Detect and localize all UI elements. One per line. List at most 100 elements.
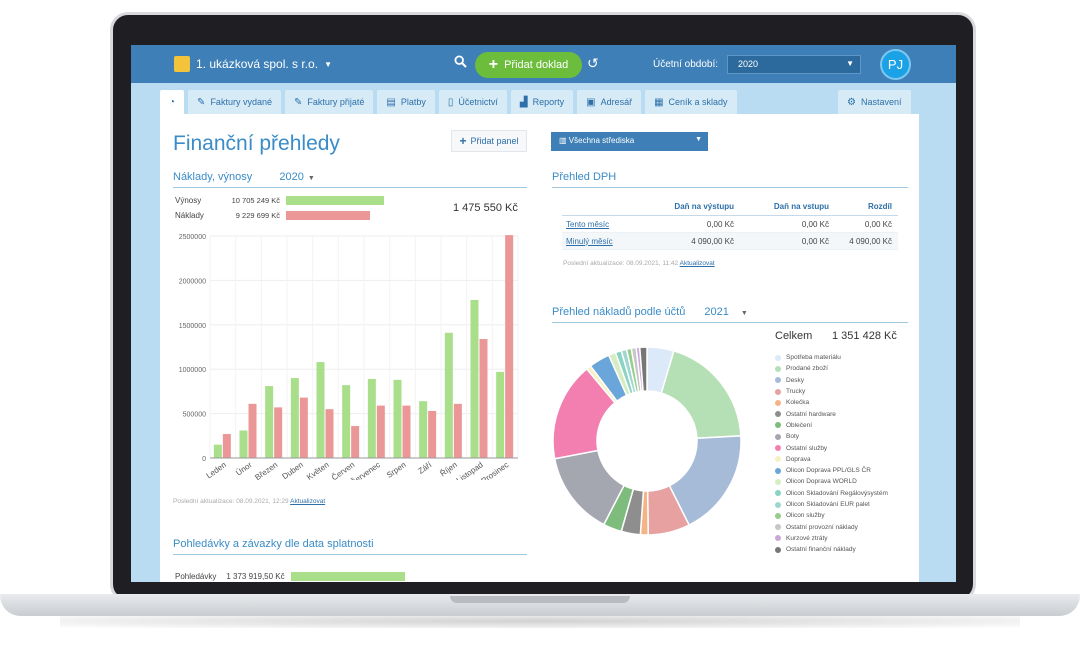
- tab-label: Faktury vydané: [210, 97, 272, 107]
- legend-dot: [775, 433, 781, 440]
- avatar[interactable]: PJ: [880, 49, 911, 80]
- legend-label: Olicon Skladování Regálovýsystém: [786, 489, 888, 497]
- revenue-label: Výnosy: [175, 196, 202, 205]
- vat-col-diff: Rozdíl: [868, 202, 892, 211]
- vat-cell: 4 090,00 Kč: [849, 236, 892, 246]
- bar-cost: [274, 407, 283, 458]
- report-icon: ▟: [519, 96, 528, 108]
- period-label: Účetní období:: [653, 59, 719, 70]
- receivables-row: Pohledávky 1 373 919,50 Kč: [175, 572, 405, 581]
- legend-label: Olicon Doprava PPL/GLS ČR: [786, 467, 871, 475]
- bar-cost: [248, 403, 257, 458]
- y-tick-label: 1500000: [179, 323, 206, 330]
- search-icon[interactable]: [449, 55, 471, 75]
- bar-cost: [222, 434, 231, 458]
- x-tick-label: Srpen: [385, 460, 408, 480]
- history-icon[interactable]: ↺: [587, 55, 599, 71]
- cost-centers-select[interactable]: ▥ Všechna střediska ▼: [551, 132, 708, 151]
- tab-label: Nastavení: [860, 97, 902, 107]
- legend-dot: [775, 445, 781, 452]
- x-tick-label: Březen: [253, 460, 279, 480]
- top-bar: 1. ukázková spol. s r.o. ▼ + Přidat dokl…: [131, 45, 956, 83]
- vat-cell: 4 090,00 Kč: [691, 236, 734, 246]
- tab-dashboard[interactable]: ◔: [160, 90, 185, 114]
- receivables-panel-header: Pohledávky a závazky dle data splatnosti: [173, 538, 527, 555]
- period-value: 2020: [738, 59, 759, 69]
- donut-slice: [638, 346, 648, 392]
- legend-item: Ostatní služby: [775, 442, 888, 453]
- vat-panel-header: Přehled DPH: [552, 171, 908, 188]
- company-switcher[interactable]: 1. ukázková spol. s r.o. ▼: [174, 56, 332, 72]
- tab-label: Platby: [400, 97, 426, 107]
- tab-invoices-received[interactable]: ✎ Faktury přijaté: [284, 90, 374, 114]
- tab-pricelist-warehouses[interactable]: ▦ Ceník a sklady: [645, 90, 737, 114]
- revenue-bar: [286, 196, 384, 205]
- vat-this-month-link[interactable]: Tento měsíc: [566, 219, 610, 229]
- vat-update-link[interactable]: Aktualizovat: [679, 260, 715, 267]
- tab-address-book[interactable]: ▣ Adresář: [577, 90, 642, 114]
- tab-label: Reporty: [532, 97, 565, 107]
- tab-reports[interactable]: ▟ Reporty: [510, 90, 574, 114]
- legend-label: Olicon Doprava WORLD: [786, 478, 857, 486]
- legend-item: Kurzové ztráty: [775, 533, 888, 544]
- invoice-out-icon: ✎: [197, 96, 206, 108]
- chevron-down-icon: ▼: [695, 136, 702, 143]
- bar-cost: [428, 410, 437, 458]
- legend-item: Kolečka: [775, 397, 888, 408]
- tab-payments[interactable]: ▤ Platby: [377, 90, 435, 114]
- vat-table: Daň na výstupu Daň na vstupu Rozdíl Tent…: [562, 198, 898, 250]
- cost-amount: 9 229 699 Kč: [235, 211, 280, 220]
- accounts-year-value: 2021: [704, 306, 729, 318]
- table-row: Tento měsíc 0,00 Kč 0,00 Kč 0,00 Kč: [562, 216, 898, 233]
- chevron-down-icon: ▼: [324, 59, 332, 69]
- bar-revenue: [470, 299, 479, 458]
- legend-label: Kurzové ztráty: [786, 534, 828, 542]
- tab-invoices-issued[interactable]: ✎ Faktury vydané: [188, 90, 281, 114]
- legend-label: Kolečka: [786, 399, 810, 407]
- costs-update-link[interactable]: Aktualizovat: [290, 498, 326, 505]
- vat-update-text: Poslední aktualizace: 08.09.2021, 11:42: [563, 260, 679, 267]
- legend-label: Desky: [786, 376, 805, 384]
- costs-update-text: Poslední aktualizace: 08.09.2021, 12:29: [173, 498, 289, 505]
- legend-item: Olicon Skladování Regálovýsystém: [775, 488, 888, 499]
- tab-accounting[interactable]: ▯ Účetnictví: [438, 90, 507, 114]
- accounts-year-select[interactable]: 2021 ▼: [704, 306, 747, 318]
- legend-item: Desky: [775, 375, 888, 386]
- profit-total: 1 475 550 Kč: [453, 202, 518, 214]
- legend-label: Doprava: [786, 455, 811, 463]
- y-tick-label: 2000000: [179, 278, 206, 285]
- tab-label: Účetnictví: [458, 97, 498, 107]
- bar-revenue: [239, 430, 248, 458]
- legend-dot: [775, 377, 781, 384]
- legend-dot: [775, 546, 781, 553]
- bar-cost: [479, 339, 488, 458]
- legend-dot: [775, 467, 781, 474]
- plus-icon: +: [488, 56, 499, 73]
- legend-dot: [775, 501, 781, 508]
- costs-year-select[interactable]: 2020 ▼: [279, 171, 314, 183]
- accounts-total-label: Celkem: [775, 330, 813, 342]
- vat-last-month-link[interactable]: Minulý měsíc: [566, 236, 613, 246]
- legend-item: Spotřeba materiálu: [775, 352, 888, 363]
- accounts-panel-title: Přehled nákladů podle účtů: [552, 306, 686, 318]
- company-logo: [174, 56, 190, 72]
- cost-bar: [286, 211, 370, 220]
- add-document-button[interactable]: + Přidat doklad: [475, 52, 582, 78]
- x-tick-label: Únor: [234, 460, 254, 478]
- bar-revenue: [367, 378, 376, 458]
- legend-label: Ostatní služby: [786, 444, 828, 452]
- legend-label: Oblečení: [786, 421, 813, 429]
- x-tick-label: Září: [416, 460, 433, 476]
- revenue-amount: 10 705 249 Kč: [231, 196, 280, 205]
- legend-label: Trucky: [786, 388, 806, 396]
- period-select[interactable]: 2020 ▼: [727, 55, 861, 74]
- donut-slice: [660, 349, 742, 440]
- chevron-down-icon: ▼: [740, 310, 748, 317]
- add-panel-button[interactable]: + Přidat panel: [451, 130, 527, 152]
- x-tick-label: Leden: [205, 460, 228, 480]
- bar-revenue: [316, 362, 325, 458]
- legend-item: Ostatní provozní náklady: [775, 521, 888, 532]
- vat-panel-title: Přehled DPH: [552, 171, 617, 183]
- tab-settings[interactable]: ⚙ Nastavení: [838, 90, 911, 114]
- legend-dot: [775, 422, 781, 429]
